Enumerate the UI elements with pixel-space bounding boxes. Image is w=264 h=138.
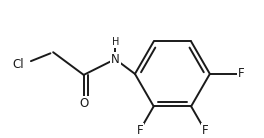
Text: H: H <box>112 37 119 47</box>
Text: Cl: Cl <box>12 58 23 71</box>
Text: F: F <box>202 124 208 137</box>
Text: O: O <box>79 97 88 110</box>
Text: F: F <box>136 124 143 137</box>
Text: F: F <box>237 67 244 80</box>
Text: N: N <box>111 53 120 66</box>
